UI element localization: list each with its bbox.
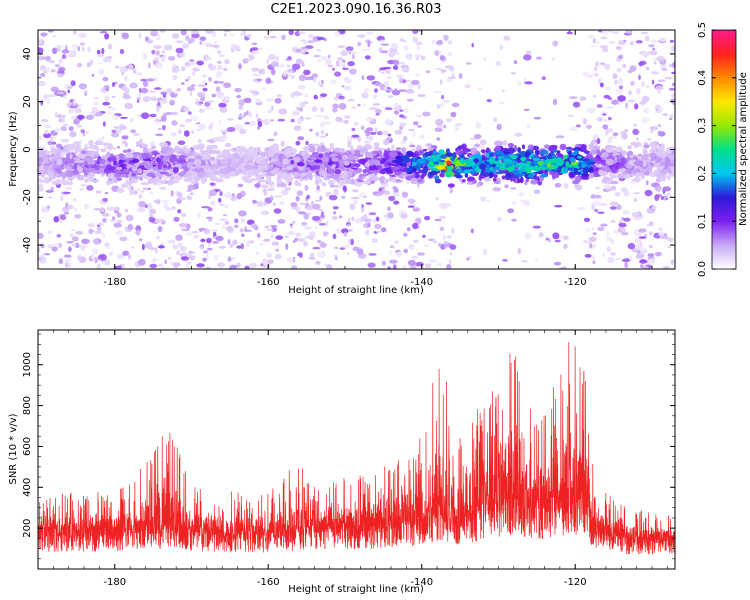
snr-ticks: -180 -160 -140 -120 200 400 600 800 1000 xyxy=(22,330,675,588)
x-tick-label: -180 xyxy=(103,277,126,288)
spectrogram-ylabel: Frequency (Hz) xyxy=(8,111,19,187)
snr-xlabel: Height of straight line (km) xyxy=(288,584,424,595)
y-tick-label: 400 xyxy=(22,478,33,497)
spectrogram-heatmap xyxy=(38,30,675,269)
colorbar: 0.0 0.1 0.2 0.3 0.4 0.5 Normalized spectral a… xyxy=(697,22,749,277)
x-tick-label: -140 xyxy=(410,577,433,588)
colorbar-tick-label: 0.5 xyxy=(697,22,708,38)
snr-ylabel: SNR (10 * v/v) xyxy=(8,413,19,484)
x-tick-label: -120 xyxy=(564,577,587,588)
colorbar-tick-label: 0.0 xyxy=(697,261,708,277)
spectrogram-ticks: -180 -160 -140 -120 -40 -20 0 20 40 xyxy=(22,29,675,288)
y-tick-label: 200 xyxy=(22,519,33,538)
colorbar-ticks: 0.0 0.1 0.2 0.3 0.4 0.5 xyxy=(697,22,736,277)
snr-series-line xyxy=(38,342,675,555)
x-tick-label: -160 xyxy=(257,577,280,588)
x-tick-label: -160 xyxy=(257,277,280,288)
y-tick-label: 1000 xyxy=(22,352,33,377)
chart-title: C2E1.2023.090.16.36.R03 xyxy=(270,2,441,17)
y-tick-label: 800 xyxy=(22,396,33,415)
x-tick-label: -140 xyxy=(410,277,433,288)
y-tick-label: 40 xyxy=(22,48,33,61)
y-tick-label: 0 xyxy=(22,146,33,152)
y-tick-label: 20 xyxy=(22,95,33,108)
colorbar-tick-label: 0.4 xyxy=(697,70,708,86)
colorbar-gradient xyxy=(711,29,737,270)
colorbar-label: Normalized spectral amplitude xyxy=(738,72,749,226)
colorbar-tick-label: 0.3 xyxy=(697,118,708,134)
snr-frame xyxy=(37,329,676,570)
y-tick-label: 600 xyxy=(22,437,33,456)
spectrogram-panel: -180 -160 -140 -120 -40 -20 0 20 40 Height of st… xyxy=(8,29,676,296)
y-tick-label: -40 xyxy=(22,237,33,253)
colorbar-tick-label: 0.2 xyxy=(697,165,708,181)
snr-panel: -180 -160 -140 -120 200 400 600 800 1000 Height … xyxy=(8,329,676,595)
y-tick-label: -20 xyxy=(22,189,33,205)
x-tick-label: -180 xyxy=(103,577,126,588)
spectrogram-xlabel: Height of straight line (km) xyxy=(288,285,424,296)
x-tick-label: -120 xyxy=(564,277,587,288)
colorbar-tick-label: 0.1 xyxy=(697,213,708,229)
